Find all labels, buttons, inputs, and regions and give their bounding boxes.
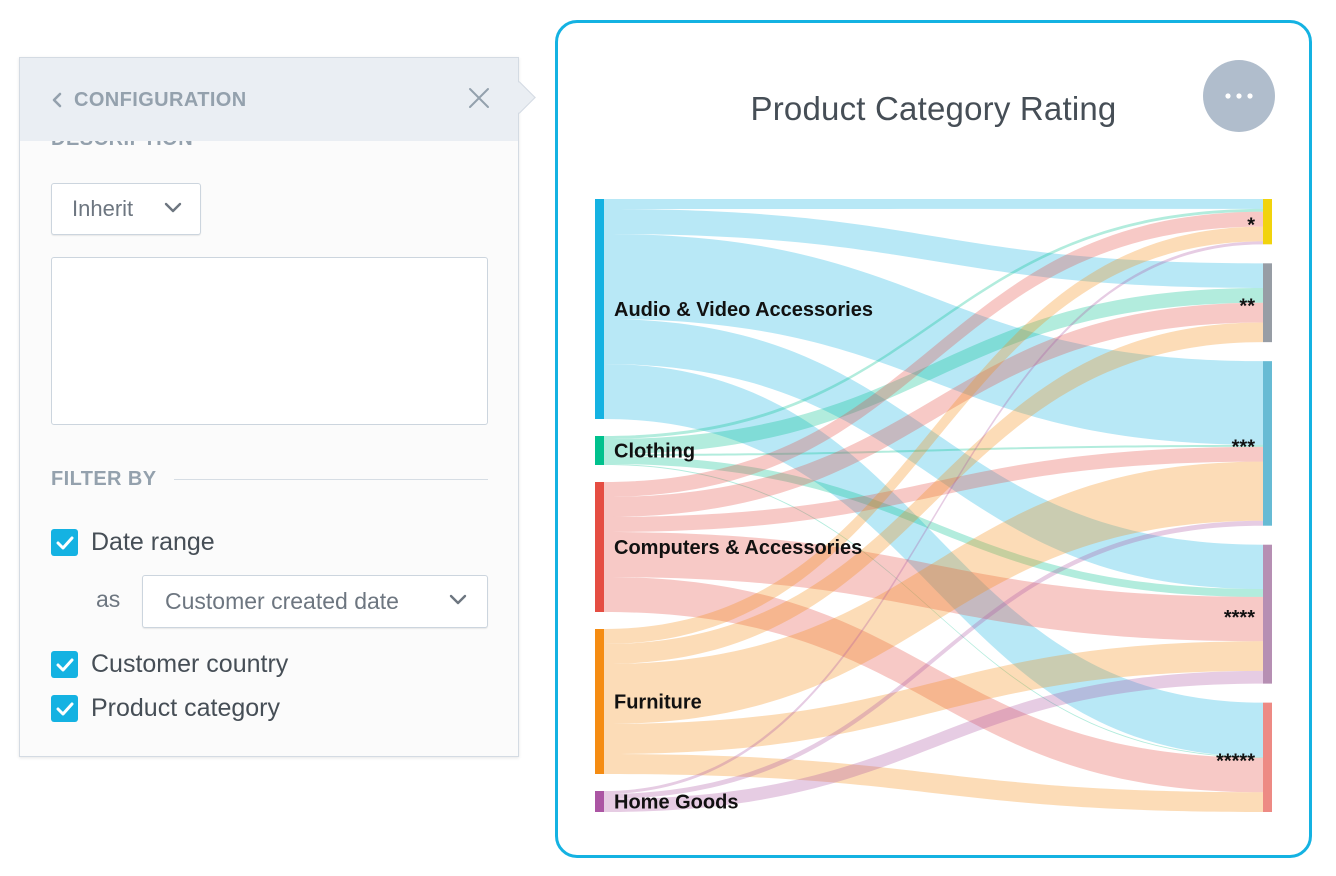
sankey-node-five-star[interactable]: [1263, 702, 1272, 812]
sankey-link-audio-video-accessories-to-two-star[interactable]: [604, 209, 1263, 288]
sankey-label-computers-accessories: Computers & Accessories: [614, 537, 862, 559]
sankey-node-two-star[interactable]: [1263, 263, 1272, 343]
sankey-node-three-star[interactable]: [1263, 361, 1272, 526]
sankey-label-clothing: Clothing: [614, 441, 695, 463]
filter-customer-country[interactable]: Customer country: [51, 650, 288, 679]
sankey-link-computers-accessories-to-four-star[interactable]: [604, 532, 1263, 642]
sankey-link-clothing-to-four-star[interactable]: [604, 456, 1263, 597]
sankey-link-furniture-to-two-star[interactable]: [604, 322, 1263, 664]
filter-product-category[interactable]: Product category: [51, 694, 280, 723]
sankey-label-one-star: *: [1247, 215, 1255, 237]
sankey-link-home-goods-to-one-star[interactable]: [604, 241, 1263, 795]
more-options-button[interactable]: [1203, 60, 1275, 132]
filter-by-label: FILTER BY: [51, 468, 157, 490]
description-textarea[interactable]: [51, 257, 488, 425]
sankey-node-computers-accessories[interactable]: [595, 482, 604, 612]
sankey-label-four-star: ****: [1224, 607, 1255, 629]
sankey-link-clothing-to-five-star[interactable]: [604, 464, 1263, 758]
checkmark-icon: [56, 702, 73, 715]
sankey-link-computers-accessories-to-one-star[interactable]: [604, 211, 1263, 497]
checkmark-icon: [56, 536, 73, 549]
sankey-label-audio-video-accessories: Audio & Video Accessories: [614, 299, 873, 321]
sankey-link-clothing-to-one-star[interactable]: [604, 208, 1263, 439]
back-button[interactable]: CONFIGURATION: [52, 88, 247, 112]
sankey-node-clothing[interactable]: [595, 436, 604, 465]
sankey-node-one-star[interactable]: [1263, 199, 1272, 245]
chart-title: Product Category Rating: [750, 90, 1117, 127]
chevron-down-icon: [164, 202, 182, 213]
sankey-node-audio-video-accessories[interactable]: [595, 199, 604, 419]
checkmark-icon: [56, 658, 73, 671]
sankey-label-furniture: Furniture: [614, 692, 702, 714]
configuration-panel: CONFIGURATION DESCRIPTION Inherit FILTER…: [19, 57, 519, 757]
sankey-link-furniture-to-five-star[interactable]: [604, 754, 1263, 812]
sankey-link-furniture-to-one-star[interactable]: [604, 226, 1263, 644]
sankey-label-five-star: *****: [1216, 750, 1255, 772]
sankey-node-home-goods[interactable]: [595, 791, 604, 812]
product-category-label: Product category: [91, 694, 280, 722]
chevron-left-icon: [52, 92, 62, 108]
sankey-link-audio-video-accessories-to-one-star[interactable]: [604, 199, 1263, 209]
sankey-link-computers-accessories-to-two-star[interactable]: [604, 302, 1263, 517]
sankey-link-computers-accessories-to-five-star[interactable]: [604, 577, 1263, 793]
sankey-label-home-goods: Home Goods: [614, 792, 738, 814]
sankey-node-four-star[interactable]: [1263, 544, 1272, 684]
sankey-link-audio-video-accessories-to-four-star[interactable]: [604, 319, 1263, 590]
chevron-down-icon: [449, 594, 467, 605]
date-field-value: Customer created date: [165, 588, 399, 614]
sankey-label-two-star: **: [1239, 296, 1255, 318]
sankey-link-audio-video-accessories-to-five-star[interactable]: [604, 364, 1263, 757]
sankey-link-clothing-to-three-star[interactable]: [604, 444, 1263, 456]
customer-country-checkbox[interactable]: [51, 651, 78, 678]
description-source-select[interactable]: Inherit: [51, 183, 201, 235]
filter-divider: [174, 479, 488, 480]
customer-country-label: Customer country: [91, 650, 289, 678]
sankey-label-three-star: ***: [1232, 436, 1256, 458]
date-range-label: Date range: [91, 528, 215, 556]
sankey-link-home-goods-to-three-star[interactable]: [604, 520, 1263, 799]
sankey-chart: Audio & Video Accessories Clothing Compute…: [595, 199, 1272, 814]
date-field-select[interactable]: Customer created date: [142, 575, 488, 628]
sankey-link-clothing-to-two-star[interactable]: [604, 287, 1263, 454]
more-horizontal-icon: [1225, 93, 1253, 99]
configuration-title: CONFIGURATION: [74, 88, 247, 111]
sankey-link-computers-accessories-to-three-star[interactable]: [604, 446, 1263, 532]
sankey-links: [604, 199, 1263, 812]
filter-date-range[interactable]: Date range: [51, 528, 215, 557]
close-icon[interactable]: [466, 85, 492, 111]
configuration-header: CONFIGURATION: [20, 58, 518, 141]
sankey-link-home-goods-to-four-star[interactable]: [604, 670, 1263, 812]
sankey-link-furniture-to-four-star[interactable]: [604, 641, 1263, 754]
sankey-node-furniture[interactable]: [595, 629, 604, 774]
sankey-link-furniture-to-three-star[interactable]: [604, 461, 1263, 724]
sankey-link-audio-video-accessories-to-three-star[interactable]: [604, 234, 1263, 445]
description-source-value: Inherit: [72, 196, 134, 221]
date-as-label: as: [96, 586, 121, 612]
chart-widget[interactable]: Product Category Rating Audio & Video Ac…: [555, 20, 1312, 858]
date-range-checkbox[interactable]: [51, 529, 78, 556]
product-category-checkbox[interactable]: [51, 695, 78, 722]
